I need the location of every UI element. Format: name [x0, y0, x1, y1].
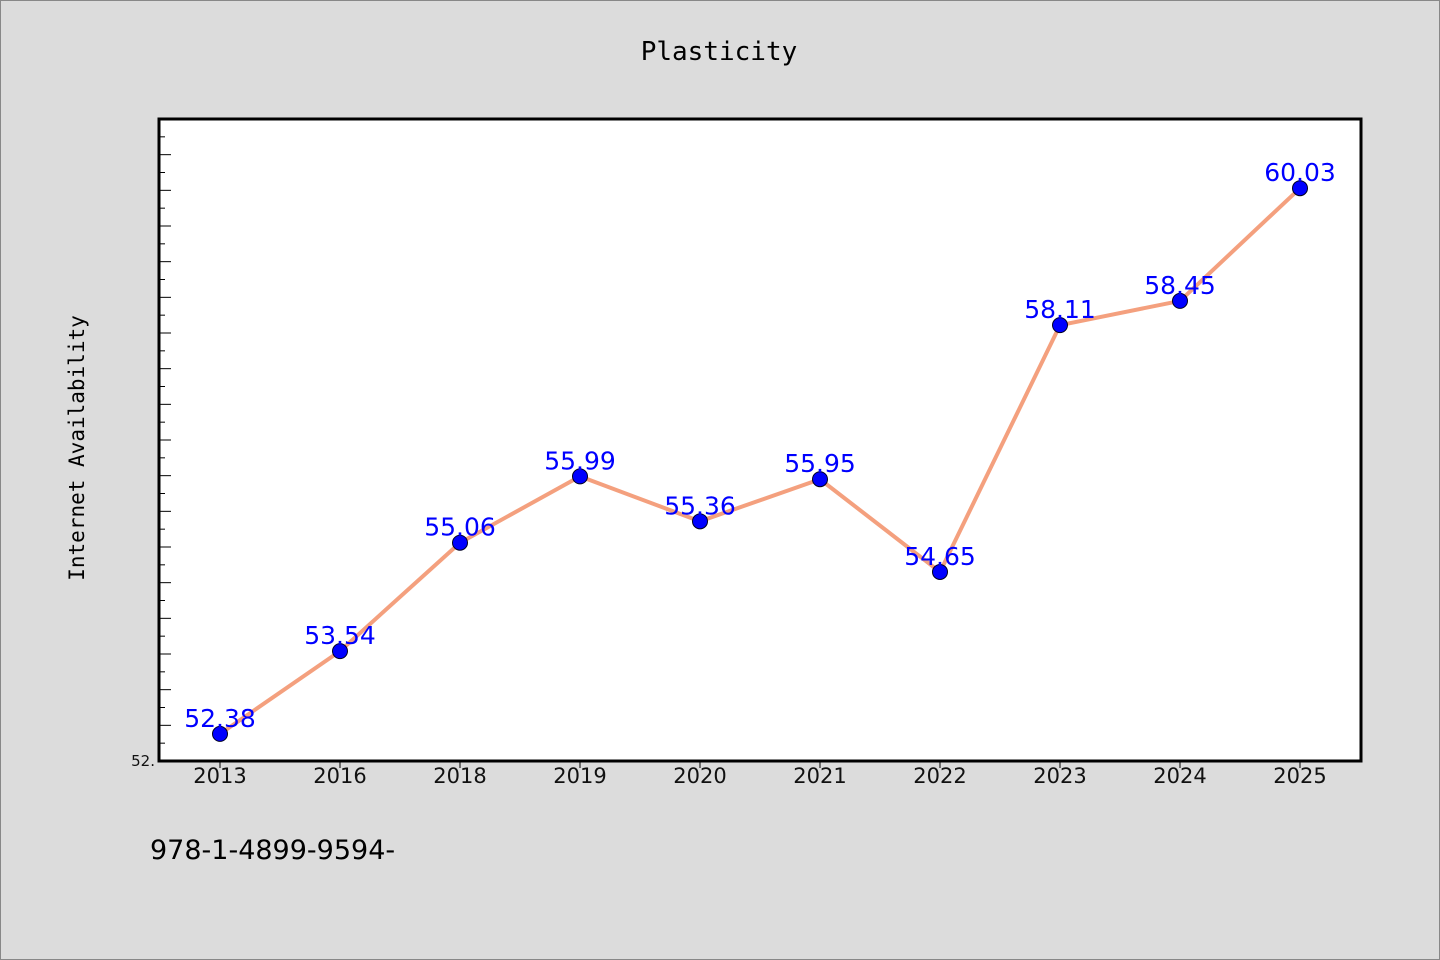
chart-title: Plasticity	[641, 37, 798, 67]
data-label: 55.36	[664, 491, 736, 520]
y-tick-label: 52.	[131, 752, 155, 770]
data-point	[452, 534, 468, 551]
x-tick-label: 2020	[673, 764, 726, 788]
data-label: 58.11	[1024, 295, 1096, 324]
x-tick-label: 2025	[1273, 764, 1326, 788]
x-tick-label: 2013	[193, 764, 246, 788]
data-label: 52.38	[184, 704, 256, 733]
data-point	[1052, 317, 1068, 334]
series-line	[218, 186, 1302, 736]
data-point	[692, 513, 708, 530]
data-point	[1292, 180, 1308, 197]
data-label: 54.65	[904, 542, 976, 571]
data-point	[932, 563, 948, 580]
plot-background	[159, 119, 1361, 761]
data-point	[332, 643, 348, 660]
data-label: 53.54	[304, 621, 376, 650]
data-point	[572, 468, 588, 485]
y-axis-label: Internet Availability	[65, 315, 89, 581]
data-label: 55.95	[784, 449, 856, 478]
x-tick-label: 2019	[553, 764, 606, 788]
data-point	[212, 725, 228, 742]
data-label: 60.03	[1264, 158, 1336, 187]
data-point	[812, 471, 828, 488]
plot-border	[157, 117, 1363, 763]
x-tick-label: 2024	[1153, 764, 1206, 788]
x-tick-label: 2021	[793, 764, 846, 788]
x-tick-label: 2023	[1033, 764, 1086, 788]
footer-text: 978-1-4899-9594-	[150, 835, 396, 866]
x-tick-label: 2018	[433, 764, 486, 788]
data-label: 58.45	[1144, 271, 1216, 300]
data-point	[1172, 292, 1188, 309]
data-label: 55.99	[544, 446, 616, 475]
plot-area: 52. 2013 2016 2018 2019 2020 2021 2022 2023 2024 2…	[131, 117, 1363, 788]
x-tick-label: 2022	[913, 764, 966, 788]
x-tick-label: 2016	[313, 764, 366, 788]
data-label: 55.06	[424, 513, 496, 542]
